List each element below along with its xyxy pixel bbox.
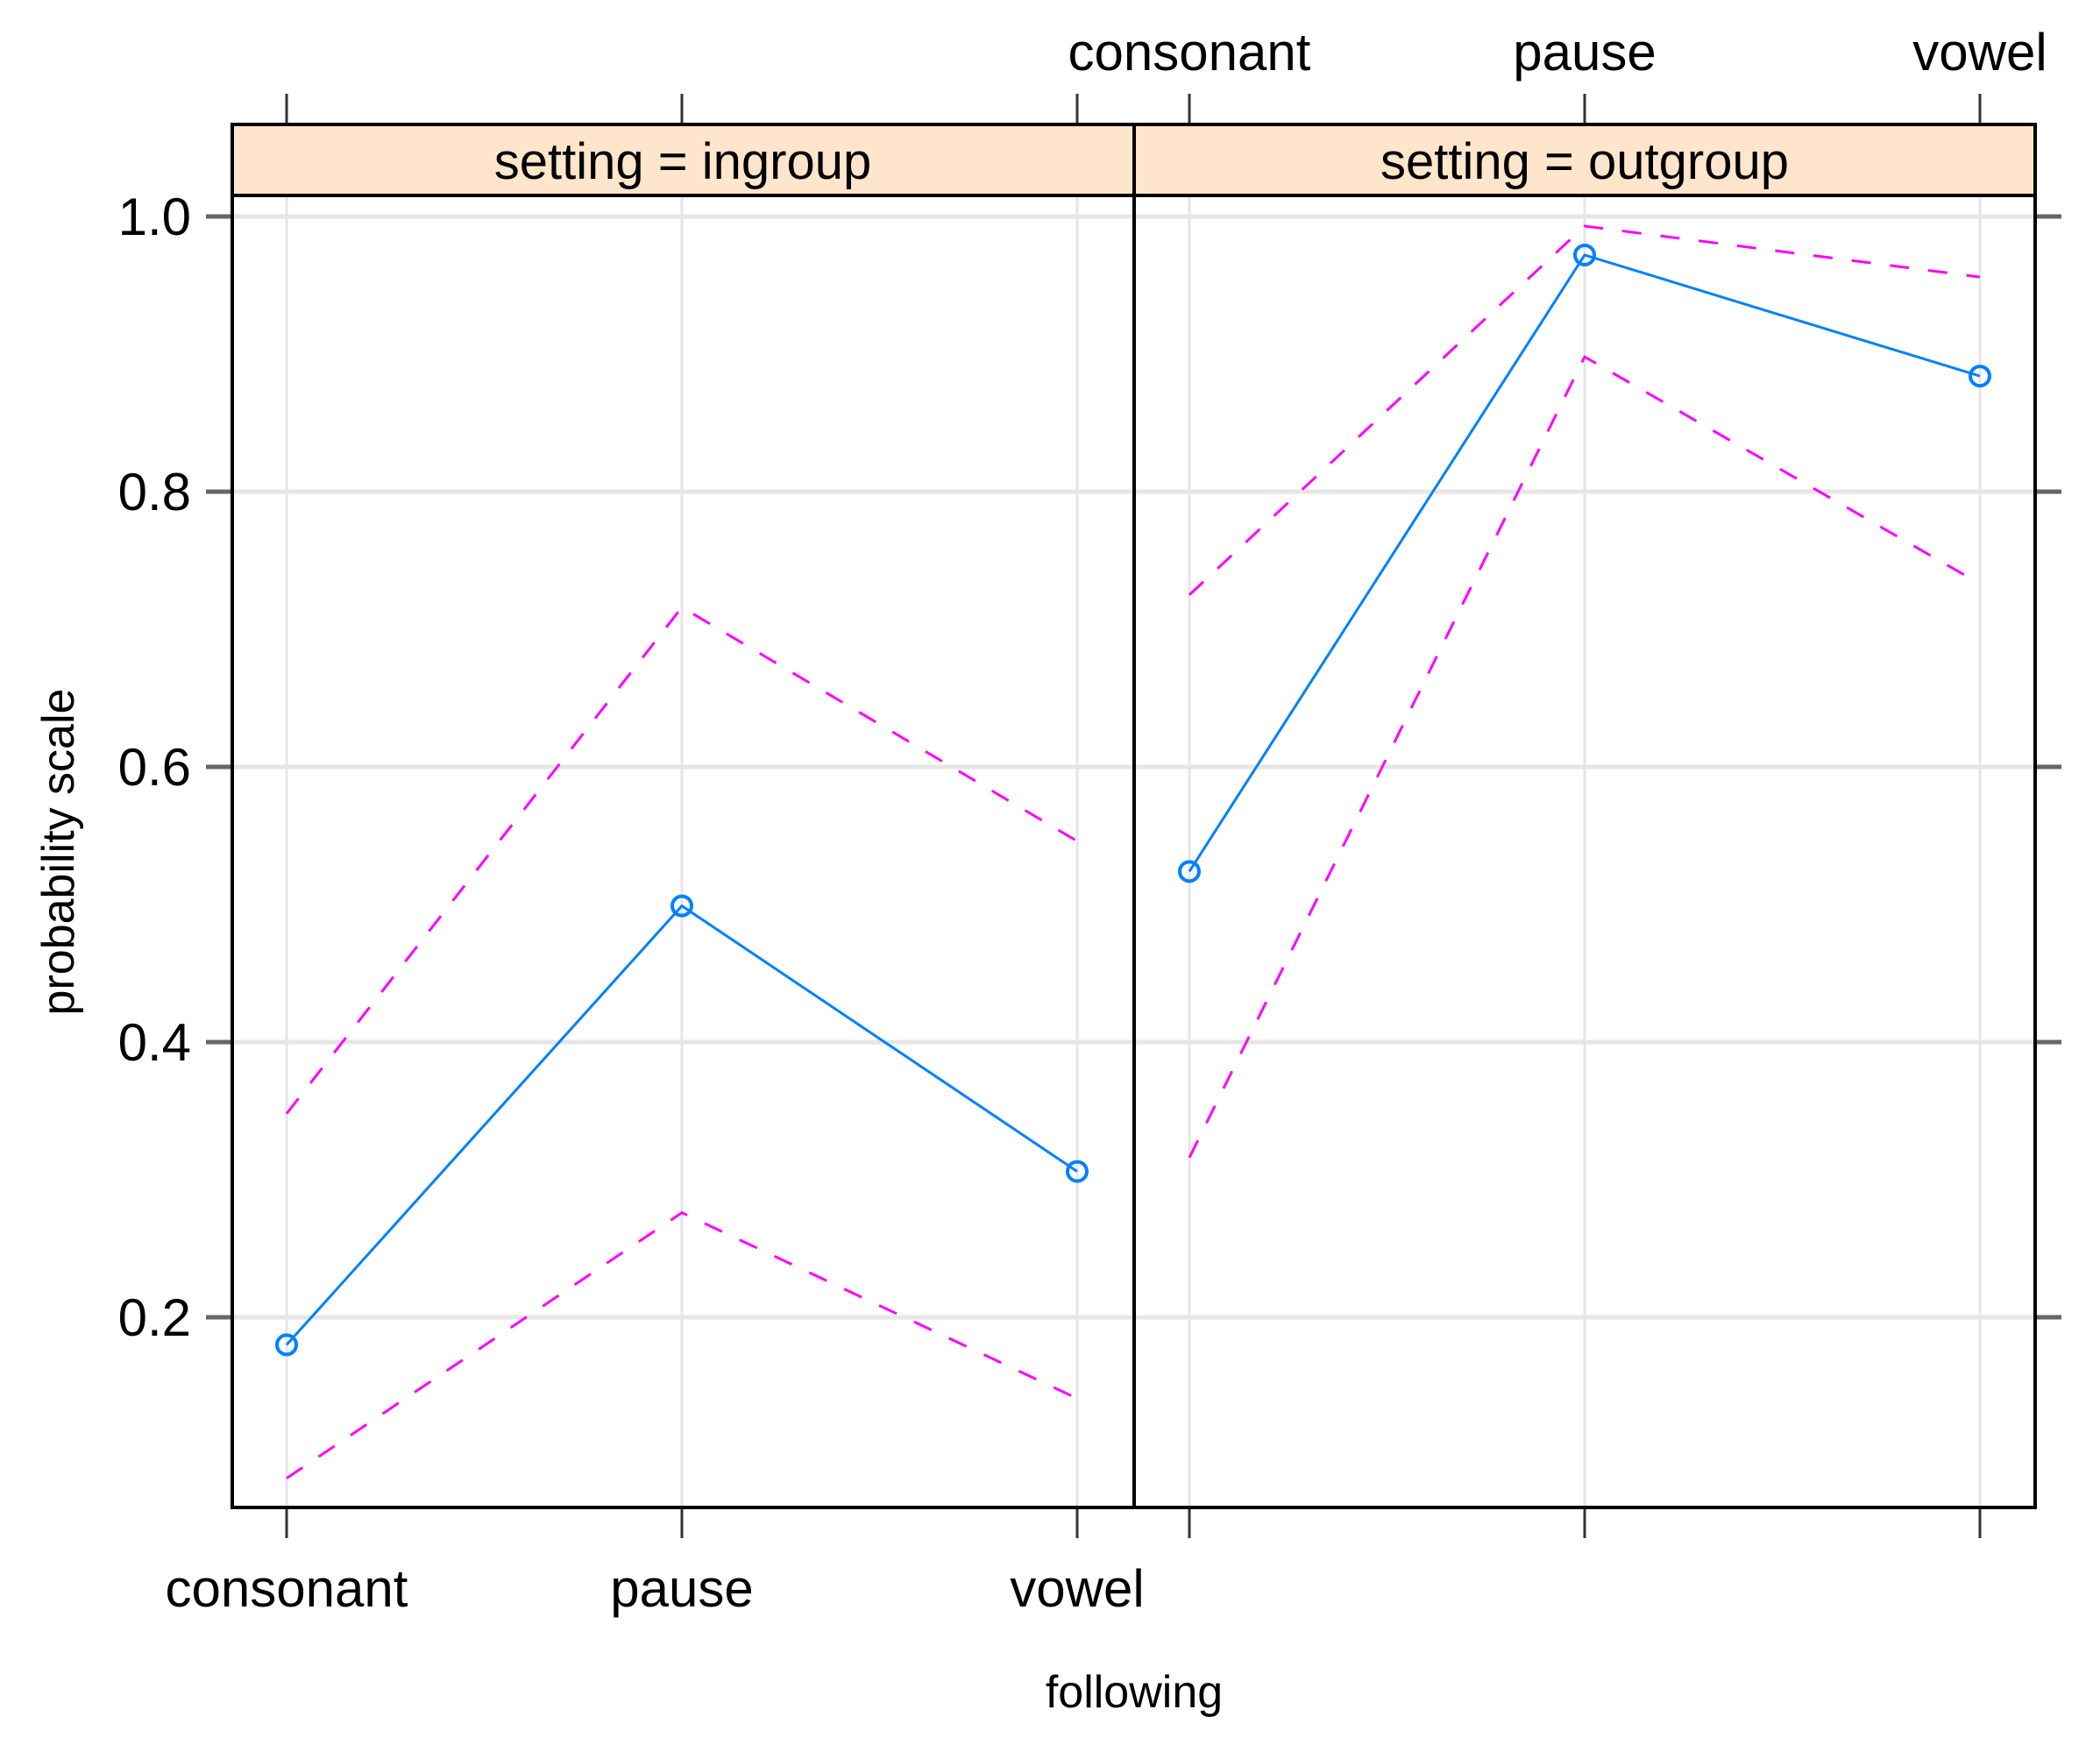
y-tick-label: 0.6 xyxy=(118,738,191,797)
fit-line xyxy=(285,904,1078,1346)
strip-outgroup xyxy=(1132,123,2037,197)
x-tick-label-top: consonant xyxy=(1068,23,1311,82)
gridlines xyxy=(232,195,2035,1507)
fit-line xyxy=(1188,253,1981,873)
fit-point xyxy=(1573,243,1596,266)
strip-ingroup xyxy=(231,123,1136,197)
fit-point xyxy=(1066,1160,1089,1183)
axis-ticks xyxy=(206,94,2061,1538)
y-tick-label: 0.2 xyxy=(118,1288,191,1347)
fit-point xyxy=(275,1333,298,1357)
x-tick-label-bottom: vowel xyxy=(1010,1559,1144,1618)
y-tick-label: 1.0 xyxy=(118,188,191,246)
fit-point xyxy=(1969,365,1991,388)
strip-label-ingroup: setting = ingroup xyxy=(494,133,871,190)
x-tick-label-top: vowel xyxy=(1912,23,2047,82)
x-tick-label-bottom: pause xyxy=(610,1559,753,1618)
ci-lower-line xyxy=(286,1210,1078,1479)
y-tick-label: 0.8 xyxy=(118,463,191,521)
ci-lower-line xyxy=(1188,355,1981,1159)
x-axis-title: following xyxy=(1046,1667,1223,1718)
panel-frames xyxy=(231,194,2037,1509)
x-tick-label-top: pause xyxy=(1513,23,1656,82)
y-axis-title: probability scale xyxy=(33,689,84,1016)
data-series xyxy=(275,224,1991,1479)
ci-upper-line xyxy=(1188,224,1981,596)
axis-labels: 1.0 0.8 0.6 0.4 0.2 consonant pause vowe… xyxy=(33,23,2047,1718)
fit-point xyxy=(670,894,693,918)
x-tick-label-bottom: consonant xyxy=(166,1559,408,1618)
fit-point xyxy=(1178,860,1201,883)
panel-strips: setting = ingroup setting = outgroup xyxy=(231,123,2037,197)
strip-label-outgroup: setting = outgroup xyxy=(1380,133,1789,190)
y-tick-label: 0.4 xyxy=(118,1013,191,1072)
